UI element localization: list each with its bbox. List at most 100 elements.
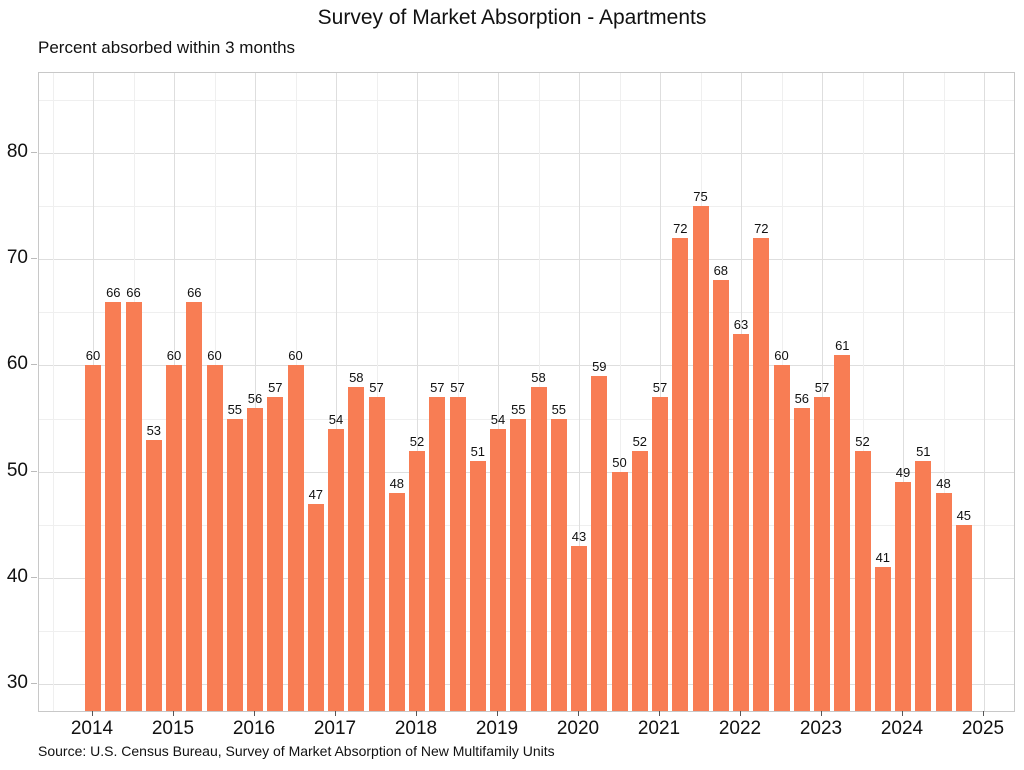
bar-2014-Q1: [85, 365, 101, 711]
bar-2019-Q4: [550, 418, 567, 711]
gridline-v-major-2025: [984, 73, 985, 711]
bar-2017-Q4: [388, 493, 405, 711]
bar-value-label-2022-Q3: 60: [774, 348, 789, 364]
bar-value-label-2015-Q1: 60: [166, 348, 182, 364]
gridline-h-minor-55: [39, 418, 1014, 420]
gridline-v-minor-2023.5: [863, 73, 864, 711]
gridline-h-major-80: [39, 152, 1014, 154]
bar-value-label-2019-Q1: 54: [490, 412, 506, 428]
bar-2020-Q3: [611, 471, 628, 711]
x-tick-label-2018: 2018: [394, 718, 438, 739]
bar-value-label-2021-Q1: 57: [652, 380, 668, 396]
gridline-h-minor-45: [39, 524, 1014, 526]
bar-value-label-2024-Q2: 51: [916, 444, 931, 460]
bar-value-label-2021-Q3: 75: [693, 188, 708, 204]
gridline-v-major-2018: [417, 73, 418, 711]
x-tick-2018: [416, 711, 417, 716]
bar-2024-Q2: [915, 461, 932, 711]
gridline-h-major-50: [39, 471, 1014, 473]
gridline-v-minor-2024.5: [944, 73, 945, 711]
bar-value-label-2020-Q2: 59: [592, 359, 607, 375]
bar-2019-Q3: [530, 386, 547, 711]
bar-value-label-2020-Q1: 43: [571, 529, 587, 545]
bar-2024-Q1: [895, 482, 911, 711]
x-tick-label-2020: 2020: [556, 718, 600, 739]
chart-subtitle: Percent absorbed within 3 months: [38, 38, 296, 57]
chart-title: Survey of Market Absorption - Apartments: [317, 6, 707, 29]
bar-value-label-2023-Q4: 41: [875, 550, 891, 566]
bar-2023-Q3: [854, 450, 871, 711]
bar-value-label-2015-Q2: 66: [187, 284, 202, 300]
y-tick-label-40: 40: [6, 566, 28, 587]
x-tick-2025: [983, 711, 984, 716]
bar-2020-Q2: [591, 376, 608, 711]
bar-2014-Q3: [125, 301, 142, 711]
bar-2018-Q3: [449, 397, 466, 711]
bar-2023-Q2: [834, 354, 851, 711]
bar-2021-Q2: [672, 237, 689, 711]
x-tick-2021: [659, 711, 660, 716]
bar-2014-Q2: [105, 301, 122, 711]
x-tick-2024: [902, 711, 903, 716]
bar-value-label-2024-Q3: 48: [936, 476, 951, 491]
gridline-h-minor-75: [39, 205, 1014, 207]
bar-value-label-2020-Q4: 52: [632, 433, 648, 449]
bar-2023-Q1: [814, 397, 830, 711]
bar-value-label-2021-Q4: 68: [713, 263, 729, 279]
gridline-v-major-2023: [822, 73, 823, 711]
x-tick-label-2014: 2014: [70, 718, 114, 739]
gridline-v-major-2019: [498, 73, 499, 711]
x-tick-label-2015: 2015: [151, 718, 195, 739]
bar-2023-Q4: [874, 567, 891, 711]
y-tick-label-60: 60: [6, 353, 28, 374]
bar-2019-Q2: [510, 418, 527, 711]
gridline-v-minor-2020.5: [620, 73, 621, 711]
gridline-v-minor-2018.5: [458, 73, 459, 711]
y-tick-label-80: 80: [6, 141, 28, 162]
bar-value-label-2023-Q2: 61: [835, 337, 850, 353]
bar-value-label-2014-Q1: 60: [85, 348, 101, 364]
x-tick-label-2023: 2023: [799, 718, 843, 739]
bar-value-label-2015-Q4: 55: [227, 401, 243, 417]
gridline-v-major-2021: [660, 73, 661, 711]
bar-value-label-2014-Q3: 66: [126, 284, 141, 300]
y-tick-60: [31, 364, 37, 365]
bar-2021-Q4: [712, 280, 729, 711]
bar-value-label-2024-Q4: 45: [956, 507, 972, 523]
bar-2015-Q2: [186, 301, 203, 711]
bar-2016-Q1: [247, 407, 263, 711]
x-tick-2014: [92, 711, 93, 716]
x-tick-2019: [497, 711, 498, 716]
bar-value-label-2015-Q3: 60: [207, 348, 222, 364]
bar-value-label-2024-Q1: 49: [895, 465, 911, 481]
x-tick-label-2019: 2019: [475, 718, 519, 739]
x-tick-label-2021: 2021: [637, 718, 681, 739]
y-tick-label-30: 30: [6, 672, 28, 693]
bar-2022-Q1: [733, 333, 749, 711]
bar-2021-Q3: [692, 205, 709, 711]
bar-2018-Q4: [469, 461, 486, 711]
bar-2022-Q2: [753, 237, 770, 711]
gridline-h-major-40: [39, 578, 1014, 580]
bar-value-label-2020-Q3: 50: [612, 454, 627, 470]
bar-value-label-2016-Q3: 60: [288, 348, 303, 364]
bar-value-label-2021-Q2: 72: [673, 220, 688, 236]
bar-2014-Q4: [145, 439, 162, 711]
y-tick-50: [31, 471, 37, 472]
gridline-v-major-2020: [579, 73, 580, 711]
bar-value-label-2014-Q2: 66: [106, 284, 121, 300]
y-tick-30: [31, 683, 37, 684]
bar-2018-Q1: [409, 450, 425, 711]
gridline-h-major-60: [39, 365, 1014, 367]
bar-value-label-2019-Q2: 55: [511, 401, 526, 417]
x-tick-label-2016: 2016: [232, 718, 276, 739]
plot-area: 60 66 66 53 60 66 60 55 56 57 60 47 54 58 57 48 52 57 57 51…: [38, 72, 1015, 712]
bar-value-label-2018-Q4: 51: [470, 444, 486, 460]
x-tick-2022: [740, 711, 741, 716]
bar-value-label-2018-Q3: 57: [450, 380, 465, 396]
bar-value-label-2023-Q1: 57: [814, 380, 830, 396]
bar-value-label-2017-Q1: 54: [328, 412, 344, 428]
gridline-v-major-2016: [255, 73, 256, 711]
bar-value-label-2018-Q2: 57: [430, 380, 445, 396]
